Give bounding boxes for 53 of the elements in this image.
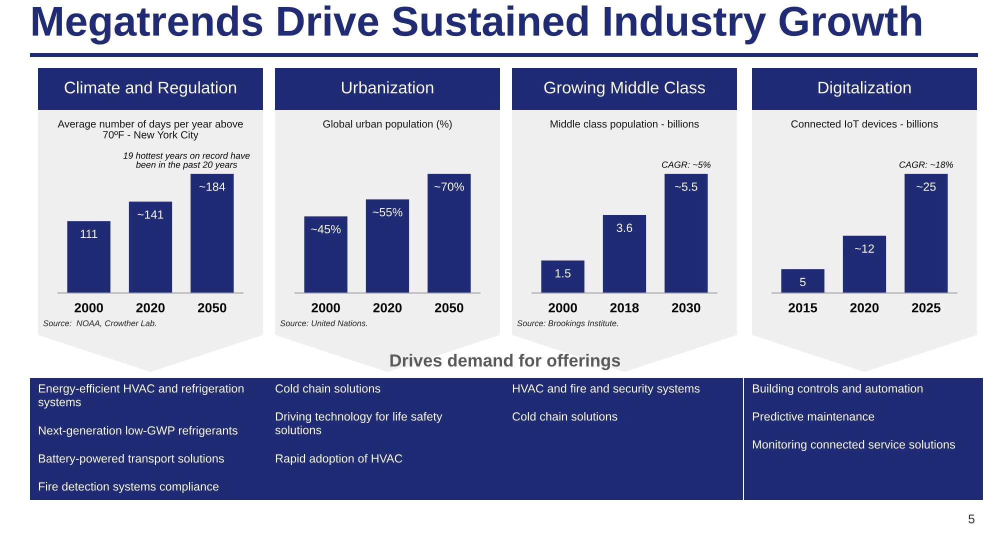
x-tick-label: 2000 [312,303,340,312]
text: Megatrends Drive Sustained Industry Growth [32,5,922,45]
text: HVAC and fire and security systems [512,384,700,396]
x-tick-label: 2025 [912,303,940,312]
x-tick-label: 2020 [373,303,402,312]
x-tick-label: 2000 [548,303,577,312]
chart-title: Growing Middle Class [544,81,705,97]
x-tick-label: 2050 [434,303,464,312]
chart-subtitle: Connected IoT devices - billions [791,120,938,128]
data-label: ~5.5 [675,182,698,191]
chart-title: Climate and Regulation [64,81,236,97]
text: Driving technology for life safety solutions [275,412,442,434]
data-label: 111 [80,230,98,238]
chart-title: Urbanization [342,81,434,94]
text: Fire detection systems compliance [38,482,219,494]
data-label: ~141 [138,210,164,219]
text: 5 [968,514,974,524]
data-label: ~70% [434,182,464,191]
chart-title: Digitalization [818,81,911,97]
text: Monitoring connected service solutions [752,440,955,452]
data-label: 3.6 [616,224,632,232]
data-label: ~12 [855,244,874,253]
x-tick-label: 2015 [788,303,818,312]
x-tick-label: 2018 [610,303,639,312]
text: Predictive maintenance [752,412,874,421]
text: Cold chain solutions [276,384,380,393]
data-label: ~45% [311,225,341,234]
x-tick-label: 2030 [672,303,700,312]
text: Building controls and automation [752,384,923,396]
data-label: ~25 [916,182,936,191]
x-tick-label: 2050 [198,303,226,312]
data-label: 5 [800,278,806,286]
data-label: ~55% [372,208,402,216]
chart-subtitle: Average number of days per year above 70ºF - New York City [58,120,243,141]
x-tick-label: 2000 [74,303,103,312]
text: Next-generation low-GWP refrigerants [38,426,238,438]
annotation: CAGR: ~5% [662,161,710,168]
annotation: CAGR: ~18% [899,161,953,168]
data-label: ~184 [199,182,226,191]
source-note: Source: Brookings Institute. [517,320,618,328]
source-note: Source: United Nations. [280,320,367,326]
annotation: 19 hottest years on record have been in the past 20 years [123,152,250,170]
text: Drives demand for offerings [390,354,620,370]
x-tick-label: 2020 [850,303,879,312]
text: Cold chain solutions [512,412,618,421]
text: Energy-efficient HVAC and refrigeration systems [38,384,244,409]
x-tick-label: 2020 [136,303,165,312]
data-label: 1.5 [556,269,571,278]
text: Battery-powered transport solutions [38,454,224,466]
source-note: Source: NOAA, Crowther Lab. [43,320,156,328]
text: Rapid adoption of HVAC [276,454,402,466]
chart-subtitle: Middle class population - billions [550,120,699,130]
chart-subtitle: Global urban population (%) [323,120,452,130]
